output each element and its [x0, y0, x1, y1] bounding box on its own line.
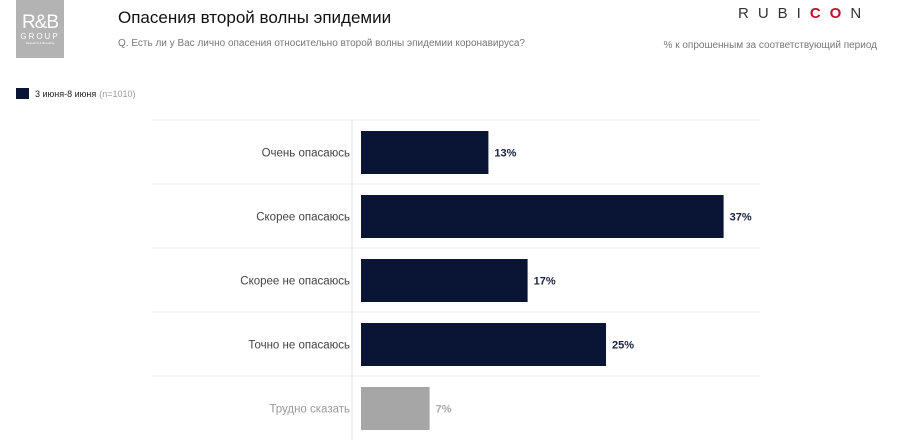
bar: [361, 131, 489, 174]
category-label: Точно не опасаюсь: [248, 340, 350, 352]
unit-note: % к опрошенным за соответствующий период: [663, 40, 877, 51]
chart-subtitle: Q. Есть ли у Вас лично опасения относите…: [118, 38, 525, 49]
rb-group-logo: R&B GROUP Research & Branding: [16, 0, 64, 58]
category-label: Скорее опасаюсь: [256, 212, 350, 224]
chart-title: Опасения второй волны эпидемии: [118, 8, 392, 27]
bar: [361, 259, 528, 302]
data-label: 13%: [494, 148, 516, 160]
data-label: 25%: [612, 340, 634, 352]
category-label: Скорее не опасаюсь: [240, 276, 350, 288]
legend-n: (n=1010): [99, 88, 136, 99]
bar: [361, 195, 724, 238]
bar: [361, 323, 606, 366]
legend-label: 3 июня-8 июня: [35, 88, 97, 99]
data-label: 37%: [730, 212, 752, 224]
category-label: Трудно сказать: [269, 404, 350, 416]
data-label: 17%: [534, 276, 556, 288]
data-label: 7%: [436, 404, 452, 416]
legend-swatch: [16, 88, 29, 99]
rubicon-logo: RUBICON: [738, 5, 871, 22]
legend: 3 июня-8 июня (n=1010): [16, 88, 136, 99]
bar: [361, 387, 430, 430]
category-label: Очень опасаюсь: [262, 148, 350, 160]
